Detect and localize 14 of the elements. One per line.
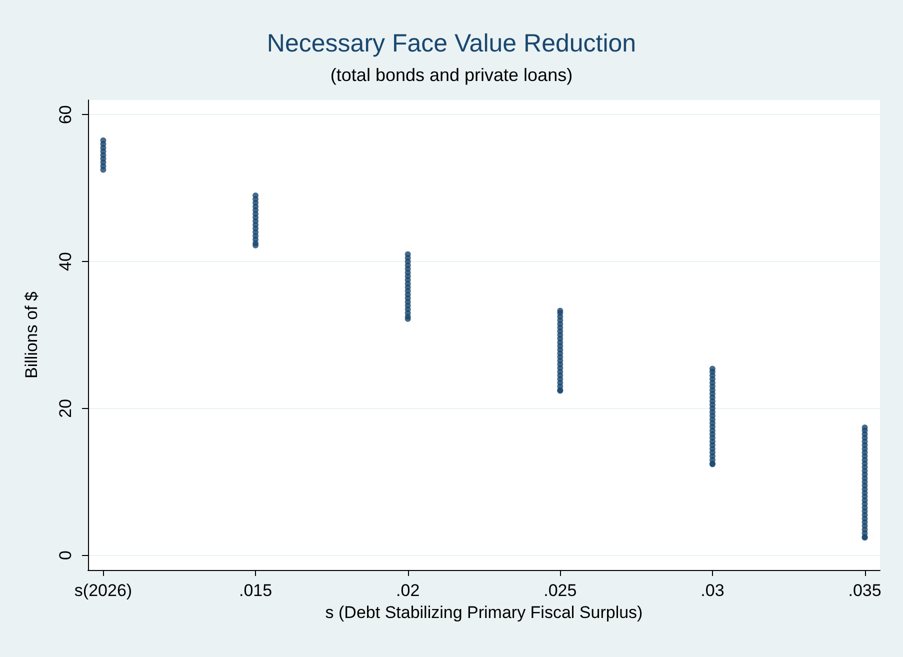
chart-title: Necessary Face Value Reduction xyxy=(266,30,636,58)
y-tick-label: 40 xyxy=(56,252,75,272)
x-tick-label: .015 xyxy=(238,581,272,600)
y-tick-label: 20 xyxy=(56,398,75,418)
x-tick-label: .025 xyxy=(544,581,577,600)
x-tick-label: .035 xyxy=(848,581,882,600)
x-axis-title: s (Debt Stabilizing Primary Fiscal Surplus) xyxy=(325,602,643,622)
x-tick-label: .02 xyxy=(396,581,420,600)
chart-subtitle: (total bonds and private loans) xyxy=(330,65,573,85)
y-tick-label: 60 xyxy=(56,105,75,124)
y-axis-title: Billions of $ xyxy=(22,290,41,378)
y-tick-label: 0 xyxy=(56,550,75,560)
x-tick-label: s(2026) xyxy=(74,581,132,600)
x-tick-label: .03 xyxy=(700,581,724,600)
